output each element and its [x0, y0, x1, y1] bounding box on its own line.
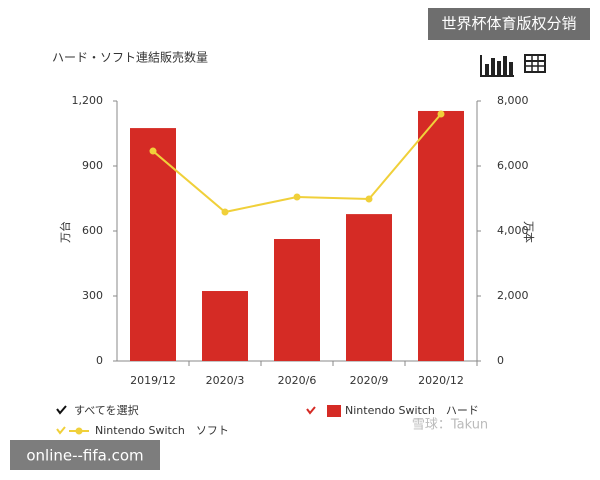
point [293, 193, 301, 201]
x-tick-label: 2019/12 [130, 374, 176, 387]
legend-swatch-dot[interactable] [75, 427, 83, 435]
footer-banner: online--fifa.com [26, 447, 143, 465]
legend-check[interactable] [56, 426, 66, 435]
bar [418, 110, 464, 361]
top-banner-bg [428, 8, 590, 40]
legend-label[interactable]: Nintendo Switch ソフト [95, 424, 229, 437]
point [149, 147, 157, 155]
y2-tick-label: 8,000 [497, 94, 529, 107]
point [437, 110, 445, 118]
x-tick-label: 2020/6 [278, 374, 317, 387]
y-tick-label: 1,200 [72, 94, 104, 107]
y2-axis-title: 万本 [522, 221, 536, 243]
bar [130, 128, 176, 361]
table-view-button[interactable] [524, 54, 546, 73]
footer-banner-bg [10, 440, 160, 470]
top-banner: 世界杯体育版权分销 [441, 15, 576, 33]
y-tick-label: 0 [96, 354, 103, 367]
bar [346, 214, 392, 361]
y2-tick-label: 2,000 [497, 289, 529, 302]
legend-check[interactable] [306, 406, 316, 415]
x-tick-label: 2020/3 [206, 374, 245, 387]
y2-tick-label: 0 [497, 354, 504, 367]
select-all-label[interactable]: すべてを選択 [74, 403, 139, 417]
legend-swatch[interactable] [327, 405, 341, 417]
x-tick-label: 2020/12 [418, 374, 464, 387]
point [221, 208, 229, 216]
y-tick-label: 600 [82, 224, 103, 237]
y-tick-label: 300 [82, 289, 103, 302]
bar [274, 239, 320, 361]
y-tick-label: 900 [82, 159, 103, 172]
x-tick-label: 2020/9 [350, 374, 389, 387]
point [365, 195, 373, 203]
bar [202, 291, 248, 361]
y2-tick-label: 4,000 [497, 224, 529, 237]
y2-tick-label: 6,000 [497, 159, 529, 172]
chart-view-button[interactable] [480, 55, 514, 77]
watermark: 雪球：Takun [412, 418, 488, 433]
y-axis-title: 万台 [58, 221, 72, 243]
select-all-check[interactable] [56, 405, 67, 415]
chart-title: ハード・ソフト連結販売数量 [52, 50, 208, 65]
legend-label[interactable]: Nintendo Switch ハード [345, 404, 479, 417]
